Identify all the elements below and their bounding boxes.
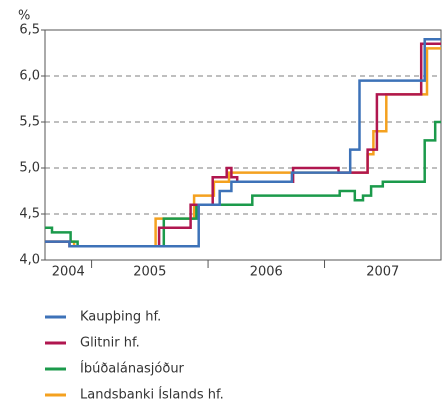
series-line [45,120,441,248]
x-label: 2007 [366,265,399,280]
y-tick-label: 5,0 [19,161,40,176]
legend-label: Íbúðalánasjóður [80,361,185,377]
x-label: 2004 [52,265,85,280]
series-line [45,47,441,248]
series-line [45,37,441,248]
legend-label: Kaupþing hf. [80,310,161,325]
legend-label: Glitnir hf. [80,336,140,351]
y-tick-label: 4,0 [19,253,40,268]
y-unit: % [18,9,30,24]
x-label: 2006 [250,265,283,280]
y-tick-label: 6,0 [19,69,40,84]
x-label: 2005 [133,265,166,280]
y-tick-label: 4,5 [19,207,40,222]
y-tick-label: 5,5 [19,115,40,130]
plot-frame [44,29,442,261]
y-tick-label: 6,5 [19,23,40,38]
legend-label: Landsbanki Íslands hf. [80,387,224,403]
series-line [45,42,441,248]
